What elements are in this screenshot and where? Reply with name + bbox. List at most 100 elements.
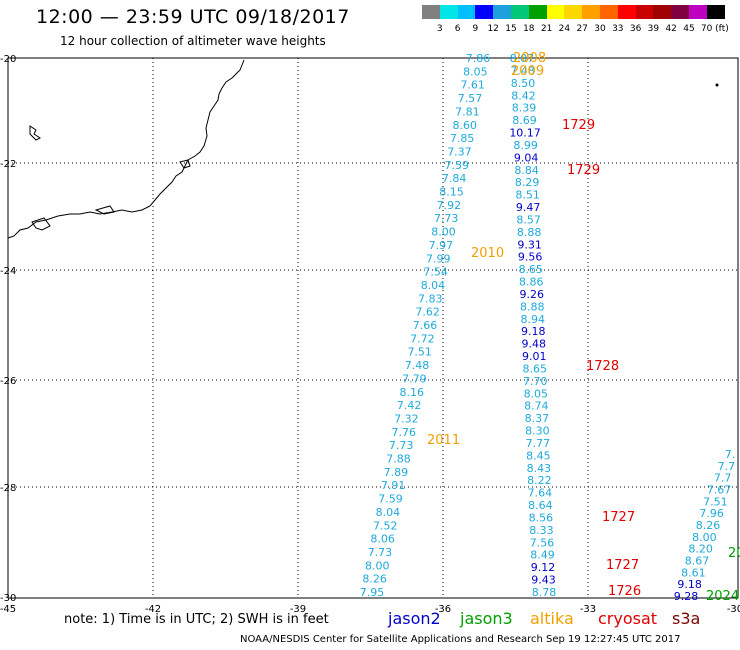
- wave-height-reading: 7.76: [392, 426, 417, 439]
- lat-label: -30: [0, 593, 16, 604]
- color-swatch: [546, 5, 565, 19]
- wave-height-reading: 7.86: [466, 52, 491, 65]
- time-label: 1729: [562, 118, 595, 133]
- wave-height-reading: 7.77: [526, 437, 551, 450]
- wave-height-reading: 8.69: [512, 114, 537, 127]
- wave-height-reading: 7.61: [460, 79, 485, 92]
- wave-height-reading: 9.26: [519, 288, 544, 301]
- wave-height-reading: 8.39: [512, 102, 537, 115]
- legend-item-altika: altika: [530, 609, 574, 628]
- legend-item-cryosat: cryosat: [598, 609, 658, 628]
- color-scale-label: 36: [629, 24, 642, 34]
- legend-item-s3a: s3a: [672, 609, 701, 628]
- wave-height-reading: 7.7: [714, 472, 732, 485]
- wave-height-reading: 7.48: [510, 64, 535, 77]
- color-swatch: [511, 5, 529, 19]
- wave-height-reading: 8.57: [516, 213, 541, 226]
- color-swatch: [635, 5, 654, 19]
- wave-height-reading: 8.94: [520, 313, 545, 326]
- wave-height-reading: 7.42: [397, 399, 422, 412]
- wave-height-reading: 7.72: [410, 332, 435, 345]
- wave-height-reading: 8.84: [514, 164, 539, 177]
- wave-height-reading: 8.20: [688, 543, 713, 556]
- wave-height-reading: 8.99: [513, 139, 538, 152]
- wave-height-reading: 8.61: [681, 566, 706, 579]
- wave-height-reading: 7.51: [703, 495, 728, 508]
- page-title: 12:00 — 23:59 UTC 09/18/2017: [36, 6, 350, 28]
- time-label: 2009: [511, 64, 544, 79]
- wave-height-reading: 8.26: [696, 519, 721, 532]
- lon-label: -45: [0, 604, 16, 615]
- wave-height-reading: 8.78: [532, 586, 557, 599]
- wave-height-reading: 7.37: [447, 145, 472, 158]
- wave-height-reading: 8.00: [365, 559, 390, 572]
- lat-label: -28: [0, 483, 16, 494]
- wave-height-reading: 7.32: [394, 412, 419, 425]
- wave-height-reading: 7.88: [386, 453, 411, 466]
- lon-label: -42: [145, 604, 161, 615]
- wave-height-reading: 9.43: [531, 574, 556, 587]
- wave-height-reading: 7.97: [429, 239, 454, 252]
- wave-height-reading: 8.56: [529, 511, 554, 524]
- time-label: 2024: [706, 589, 739, 604]
- wave-height-reading: 9.31: [517, 238, 542, 251]
- color-swatch: [706, 5, 725, 19]
- wave-height-reading: 7.91: [381, 479, 406, 492]
- wave-height-reading: 7.56: [530, 536, 555, 549]
- wave-height-reading: 8.33: [529, 524, 554, 537]
- time-label: 1728: [586, 359, 619, 374]
- credit-line: NOAA/NESDIS Center for Satellite Applica…: [240, 634, 681, 645]
- wave-height-reading: 8.74: [524, 400, 549, 413]
- coastline: [7, 59, 719, 239]
- wave-height-reading: 8.16: [400, 386, 425, 399]
- bay-shape: [31, 217, 51, 231]
- time-label: 1727: [606, 558, 639, 573]
- color-scale-label: 27: [576, 24, 588, 34]
- color-swatch: [671, 5, 689, 19]
- island-dot: [715, 83, 719, 87]
- color-swatch: [493, 5, 511, 19]
- wave-height-reading: 7.59: [378, 493, 403, 506]
- wave-height-reading: 9.12: [531, 561, 556, 574]
- wave-height-reading: 8.65: [523, 362, 548, 375]
- wave-height-reading: 8.43: [527, 462, 552, 475]
- wave-height-reading: 7.95: [360, 586, 385, 599]
- color-scale-label: 9: [472, 24, 479, 34]
- wave-height-reading: 7.: [725, 448, 736, 461]
- wave-height-reading: 7.48: [405, 359, 430, 372]
- color-scale-label: 21: [540, 24, 553, 34]
- color-swatch: [422, 5, 440, 19]
- wave-height-reading: 9.04: [514, 151, 539, 164]
- footer-note: note: 1) Time is in UTC; 2) SWH is in fe…: [64, 612, 329, 627]
- wave-height-reading: 8.37: [525, 412, 550, 425]
- lat-label: -20: [0, 54, 16, 65]
- color-scale-label: 15: [505, 24, 517, 34]
- wave-height-reading: 9.28: [674, 590, 699, 603]
- wave-height-reading: 7.92: [437, 199, 462, 212]
- coastline-path: [7, 59, 245, 239]
- wave-height-reading: 10.17: [509, 127, 541, 140]
- color-swatch: [600, 5, 618, 19]
- wave-height-reading: 8.04: [421, 279, 446, 292]
- time-label: 2008: [513, 51, 546, 66]
- wave-height-reading: 8.49: [530, 549, 555, 562]
- map-grid: [8, 58, 738, 598]
- time-label: 2011: [427, 433, 460, 448]
- wave-height-reading: 8.04: [376, 506, 401, 519]
- wave-height-reading: 8.65: [518, 263, 543, 276]
- wave-height-reading: 7.79: [402, 372, 427, 385]
- wave-height-reading: 9.56: [518, 251, 543, 264]
- wave-height-reading: 7.51: [407, 346, 432, 359]
- wave-height-reading: 7.62: [415, 306, 440, 319]
- wave-height-reading: 8.51: [515, 189, 540, 202]
- color-scale-label: 30: [594, 24, 606, 34]
- color-swatch: [564, 5, 583, 19]
- legend-item-jason3: jason3: [460, 609, 513, 628]
- wave-height-reading: 7.99: [426, 252, 451, 265]
- time-label: 20: [728, 546, 740, 561]
- wave-height-reading: 9.18: [677, 578, 702, 591]
- color-scale-label: 42: [665, 24, 677, 34]
- wave-height-reading: 7.84: [442, 172, 467, 185]
- time-label: 2010: [471, 246, 504, 261]
- wave-height-reading: 8.00: [692, 531, 717, 544]
